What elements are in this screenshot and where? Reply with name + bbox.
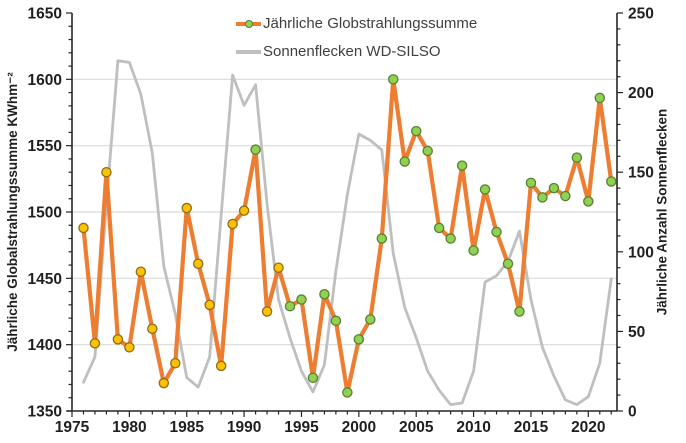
radiation-data-points <box>78 74 617 398</box>
legend-item-sunspots: Sonnenflecken WD-SILSO <box>236 42 477 61</box>
legend-item-globalradiation: Jährliche Globstrahlungssumme <box>236 15 478 33</box>
data-point-1994 <box>284 300 296 312</box>
data-point-1991 <box>250 144 261 155</box>
data-point-1999 <box>342 387 353 398</box>
data-point-1977 <box>89 338 101 349</box>
data-point-2011 <box>479 184 491 195</box>
data-point-1996 <box>307 372 319 384</box>
x-axis-tick-label: 2000 <box>342 419 376 436</box>
data-point-1995 <box>296 294 307 305</box>
data-point-1980 <box>124 342 135 353</box>
x-axis-tick-label: 1975 <box>55 419 90 436</box>
data-point-1988 <box>215 360 227 372</box>
data-point-1993 <box>273 262 284 273</box>
legend-marker-dot-icon <box>244 20 253 29</box>
data-point-2013 <box>502 258 514 269</box>
data-point-2022 <box>606 176 617 187</box>
data-point-2008 <box>445 233 456 244</box>
x-axis-tick-label: 1995 <box>284 419 319 436</box>
data-point-2007 <box>433 222 445 234</box>
data-point-2014 <box>514 306 525 317</box>
data-point-2020 <box>583 196 594 207</box>
x-axis-tick-label: 2020 <box>571 419 605 436</box>
data-point-1987 <box>204 299 215 311</box>
left-axis-tick-label: 1550 <box>28 138 62 155</box>
data-point-1976 <box>78 222 89 234</box>
data-point-1998 <box>330 315 342 327</box>
right-axis-title: Jährliche Anzahl Sonnenflecken <box>654 108 670 316</box>
data-point-1979 <box>112 334 124 345</box>
data-point-2002 <box>376 233 388 244</box>
data-point-1989 <box>227 218 238 230</box>
left-axis-tick-label: 1600 <box>28 72 62 89</box>
data-point-1984 <box>170 357 181 369</box>
left-axis-title: Jährliche Globalstrahlungssumme KWhm⁻² <box>5 72 20 352</box>
data-point-2004 <box>399 156 410 167</box>
data-point-2017 <box>548 182 560 194</box>
data-point-2003 <box>388 74 399 85</box>
axis-ticks <box>66 12 623 417</box>
data-point-1990 <box>238 205 250 216</box>
data-point-1986 <box>192 258 204 269</box>
data-point-2012 <box>491 226 502 238</box>
data-point-2001 <box>365 314 376 325</box>
left-axis-tick-label: 1400 <box>28 337 62 354</box>
data-point-2019 <box>571 152 583 163</box>
left-axis-tick-label: 1500 <box>28 205 62 222</box>
legend-swatch-sunspot-line <box>236 49 261 54</box>
sunspot-series-line <box>82 59 613 407</box>
legend: Jährliche Globstrahlungssumme Sonnenflec… <box>236 15 478 61</box>
data-point-2009 <box>456 160 468 171</box>
right-axis-tick-label: 50 <box>628 324 645 341</box>
data-point-2018 <box>560 190 571 202</box>
x-axis-tick-label: 2005 <box>399 419 434 436</box>
right-axis-tick-label: 250 <box>628 6 654 23</box>
data-point-2005 <box>410 125 422 137</box>
data-point-1981 <box>135 266 147 277</box>
tick-labels: 1350 1400 1450 1500 1550 1600 1650 0 50 100 150 200… <box>28 6 654 437</box>
left-axis-tick-label: 1450 <box>28 271 62 288</box>
left-axis-tick-label: 1650 <box>28 6 62 23</box>
right-axis-tick-label: 200 <box>628 85 654 102</box>
x-axis-tick-label: 2010 <box>456 419 490 436</box>
right-axis-tick-label: 0 <box>628 404 637 421</box>
right-axis-tick-label: 100 <box>628 244 654 261</box>
legend-label-sunspots: Sonnenflecken WD-SILSO <box>263 42 441 60</box>
legend-label-globalradiation: Jährliche Globstrahlungssumme <box>263 15 478 32</box>
data-point-1997 <box>319 289 330 300</box>
x-axis-tick-label: 1990 <box>227 419 261 436</box>
data-point-2016 <box>537 192 548 203</box>
data-point-1985 <box>181 202 192 214</box>
data-point-2015 <box>525 177 537 189</box>
data-point-1992 <box>261 306 273 317</box>
legend-swatch-radiation-line <box>236 20 261 29</box>
x-axis-tick-label: 1985 <box>169 419 204 436</box>
data-point-1982 <box>147 323 158 334</box>
data-point-1983 <box>158 377 170 389</box>
data-point-1978 <box>101 166 112 178</box>
data-point-2010 <box>468 245 479 256</box>
data-point-2006 <box>422 145 433 157</box>
x-axis-tick-label: 1980 <box>112 419 146 436</box>
data-point-2021 <box>594 92 606 104</box>
left-axis-tick-label: 1350 <box>28 404 62 421</box>
radiation-series-line <box>81 77 614 395</box>
right-axis-tick-label: 150 <box>628 165 654 182</box>
x-axis-tick-label: 2015 <box>514 419 549 436</box>
data-point-2000 <box>353 334 365 345</box>
